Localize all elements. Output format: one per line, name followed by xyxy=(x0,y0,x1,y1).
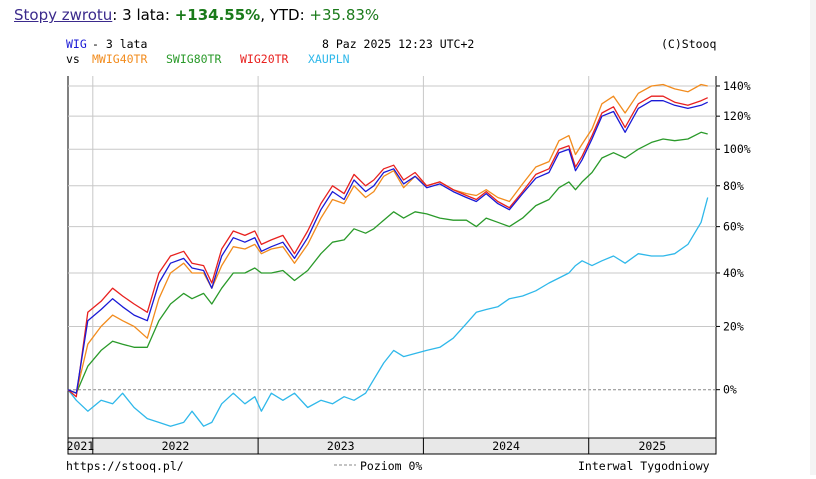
y-tick-label: 40% xyxy=(723,266,744,280)
y-tick-label: 0% xyxy=(723,383,737,397)
legend: MWIG40TR SWIG80TR WIG20TR XAUPLN xyxy=(92,52,350,66)
returns-summary: Stopy zwrotu: 3 lata: +134.55%, YTD: +35… xyxy=(14,6,379,24)
series-line-swig80tr xyxy=(67,131,708,394)
interval-label: Interwal Tygodniowy xyxy=(578,459,710,473)
main-symbol-label: WIG xyxy=(66,37,87,51)
page-edge xyxy=(810,0,816,475)
period-return-value: +134.55% xyxy=(174,6,261,24)
copyright: (C)Stooq xyxy=(661,37,716,51)
ytd-label: , YTD: xyxy=(260,6,310,24)
x-tick-label: 2023 xyxy=(327,439,355,453)
y-tick-label: 60% xyxy=(723,220,744,234)
y-tick-label: 120% xyxy=(723,109,751,123)
period-label: 3 lata: xyxy=(117,6,175,24)
y-tick-label: 20% xyxy=(723,319,744,333)
plot-area: 0% 20% 40% 60% 80% 100% 120% 140% 2021 2022 2023 20… xyxy=(67,76,751,455)
series-line-wig xyxy=(67,100,708,394)
returns-bar: Stopy zwrotu: 3 lata: +134.55%, YTD: +35… xyxy=(0,0,811,32)
year-axis-band xyxy=(67,437,717,455)
legend-item-swig80tr: SWIG80TR xyxy=(166,52,221,66)
baseline-legend-label: Poziom 0% xyxy=(360,459,422,473)
returns-chart: WIG - 3 lata 8 Paz 2025 12:23 UTC+2 (C)S… xyxy=(66,37,751,473)
y-tick-label: 80% xyxy=(723,179,744,193)
ytd-return-value: +35.83% xyxy=(309,6,380,24)
chart-date: 8 Paz 2025 12:23 UTC+2 xyxy=(322,37,474,51)
vs-label: vs xyxy=(66,52,80,66)
legend-item-mwig40tr: MWIG40TR xyxy=(92,52,147,66)
x-tick-label: 2022 xyxy=(162,439,190,453)
series-line-xaupln xyxy=(67,197,709,427)
x-tick-label: 2024 xyxy=(492,439,520,453)
chart-area: WIG - 3 lata 8 Paz 2025 12:23 UTC+2 (C)S… xyxy=(66,36,810,475)
series-line-mwig40tr xyxy=(67,83,708,394)
returns-colon: : xyxy=(112,6,118,24)
x-tick-label: 2025 xyxy=(639,439,667,453)
source-url: https://stooq.pl/ xyxy=(66,459,184,473)
returns-link[interactable]: Stopy zwrotu xyxy=(14,6,113,24)
main-symbol-period: - 3 lata xyxy=(92,37,147,51)
legend-item-wig20tr: WIG20TR xyxy=(240,52,289,66)
y-tick-label: 100% xyxy=(723,142,751,156)
y-tick-label: 140% xyxy=(723,79,751,93)
x-tick-label: 2021 xyxy=(67,439,95,453)
legend-item-xaupln: XAUPLN xyxy=(308,52,350,66)
series-line-wig20tr xyxy=(67,95,708,398)
